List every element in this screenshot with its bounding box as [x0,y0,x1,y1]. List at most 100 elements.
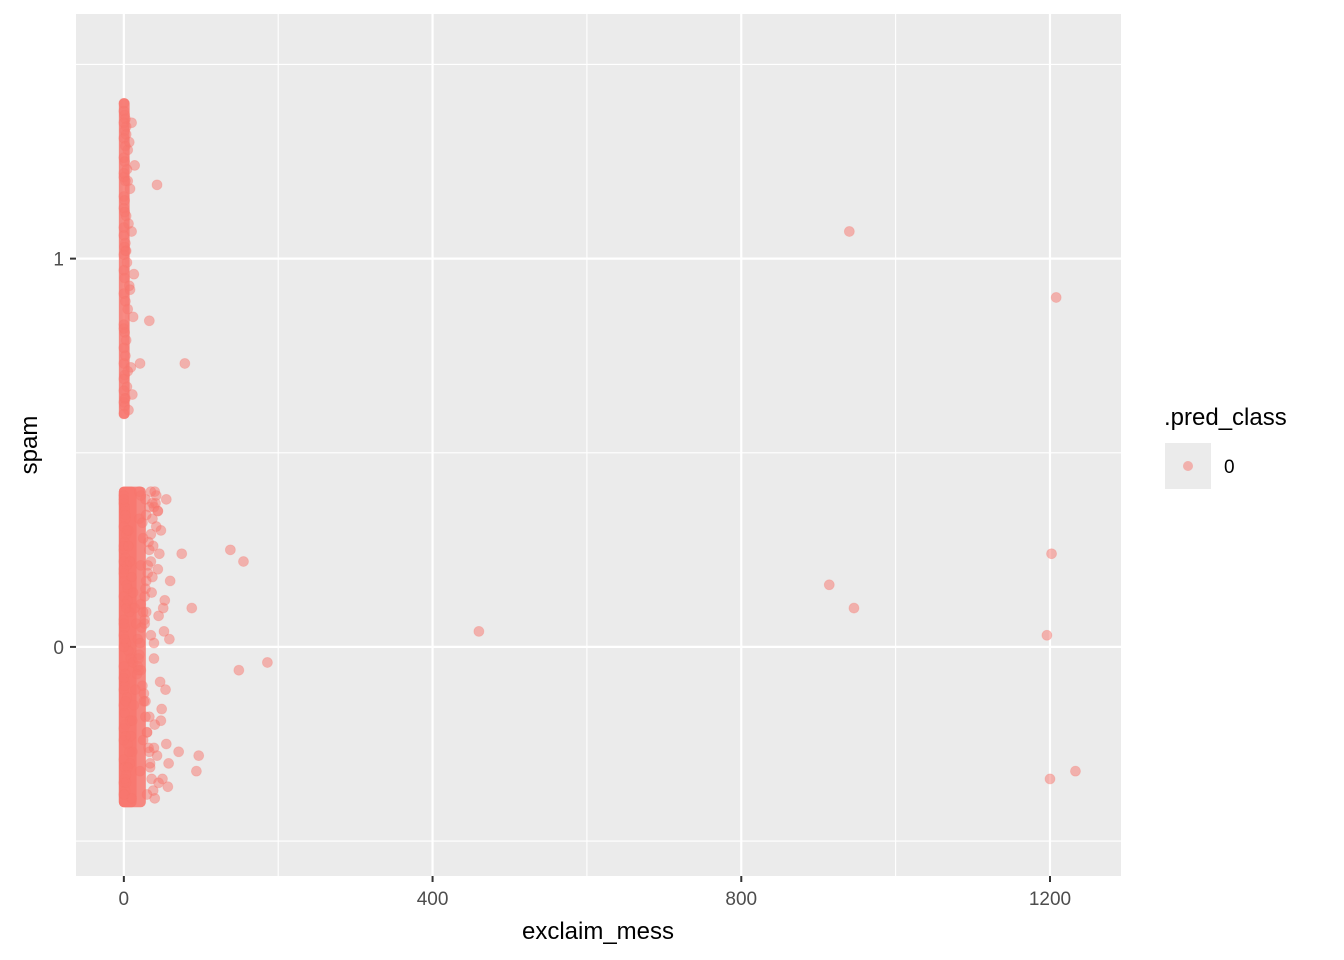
legend-label: 0 [1224,457,1235,478]
data-point [121,525,133,536]
legend-title: .pred_class [1164,404,1287,431]
data-point [150,521,162,532]
data-point [164,575,176,587]
data-point [149,486,161,497]
data-point [127,311,139,323]
data-point [1050,292,1062,303]
data-point [137,734,149,746]
data-point [120,245,132,257]
data-point [238,556,249,567]
data-point [119,393,131,404]
data-point [134,637,146,649]
data-point [118,222,130,233]
data-point [843,226,855,237]
data-point [190,765,202,777]
data-point [143,711,155,723]
data-point [146,587,158,598]
data-point [123,746,135,758]
data-point [118,408,130,420]
data-point [158,625,170,637]
data-point [160,738,172,750]
data-point [124,556,136,567]
data-point [128,268,140,280]
data-point [144,761,156,773]
data-point [1070,765,1081,777]
data-point [1044,773,1056,785]
data-point [155,715,167,727]
x-axis: 0 400 800 1200 [119,876,1071,910]
data-point [140,509,152,521]
x-tick-label: 0 [119,889,130,910]
data-point [141,789,153,800]
x-tick-label: 1200 [1029,889,1071,910]
legend-key-point [1183,461,1193,471]
data-point [153,548,165,560]
data-points [118,97,1081,808]
data-point [118,493,130,505]
y-axis-title: spam [16,416,43,475]
data-point [126,117,137,129]
data-point [119,206,131,218]
data-point [153,610,164,622]
minor-gridlines [76,14,1121,876]
data-point [124,284,136,296]
data-point [129,160,141,171]
data-point [154,676,166,688]
data-point [119,272,131,284]
data-point [127,587,139,598]
y-axis: 01 [53,250,76,659]
data-point [1041,629,1053,641]
data-point [135,559,147,571]
data-point [233,664,245,676]
data-point [173,746,185,758]
data-point [1046,548,1057,560]
data-point [120,777,132,789]
data-point [163,757,175,769]
y-tick-label: 1 [53,250,64,271]
data-point [119,707,131,719]
data-point [122,365,134,377]
data-point [122,175,134,187]
data-point [128,699,140,711]
data-point [823,579,835,591]
data-point [179,358,191,369]
data-point [151,179,163,191]
data-point [130,684,141,696]
data-point [262,657,273,668]
data-point [119,509,131,521]
data-point [126,571,137,583]
y-tick-label: 0 [53,638,64,659]
data-point [163,633,175,645]
data-point [135,598,147,610]
x-tick-label: 800 [725,889,757,910]
data-point [133,486,145,497]
data-point [148,653,160,664]
data-point [121,579,133,591]
legend: .pred_class 0 [1164,404,1287,489]
data-point [118,672,130,684]
data-point [123,540,134,552]
data-point [186,602,198,614]
data-point [118,618,130,630]
data-point [147,571,158,583]
data-point [139,614,151,626]
data-point [148,742,160,754]
data-point [134,765,146,777]
data-point [122,303,134,315]
data-point [157,602,169,614]
data-point [123,136,135,148]
data-point [473,625,485,637]
data-point [143,315,155,327]
data-point [134,358,146,369]
data-point [119,633,131,645]
panel-background [76,14,1121,876]
data-point [125,730,137,742]
data-point [126,715,138,727]
data-point [133,664,144,676]
data-point [119,695,131,707]
data-point [152,563,164,575]
data-point [118,323,130,334]
x-axis-title: exclaim_mess [522,918,674,945]
data-point [224,544,236,556]
